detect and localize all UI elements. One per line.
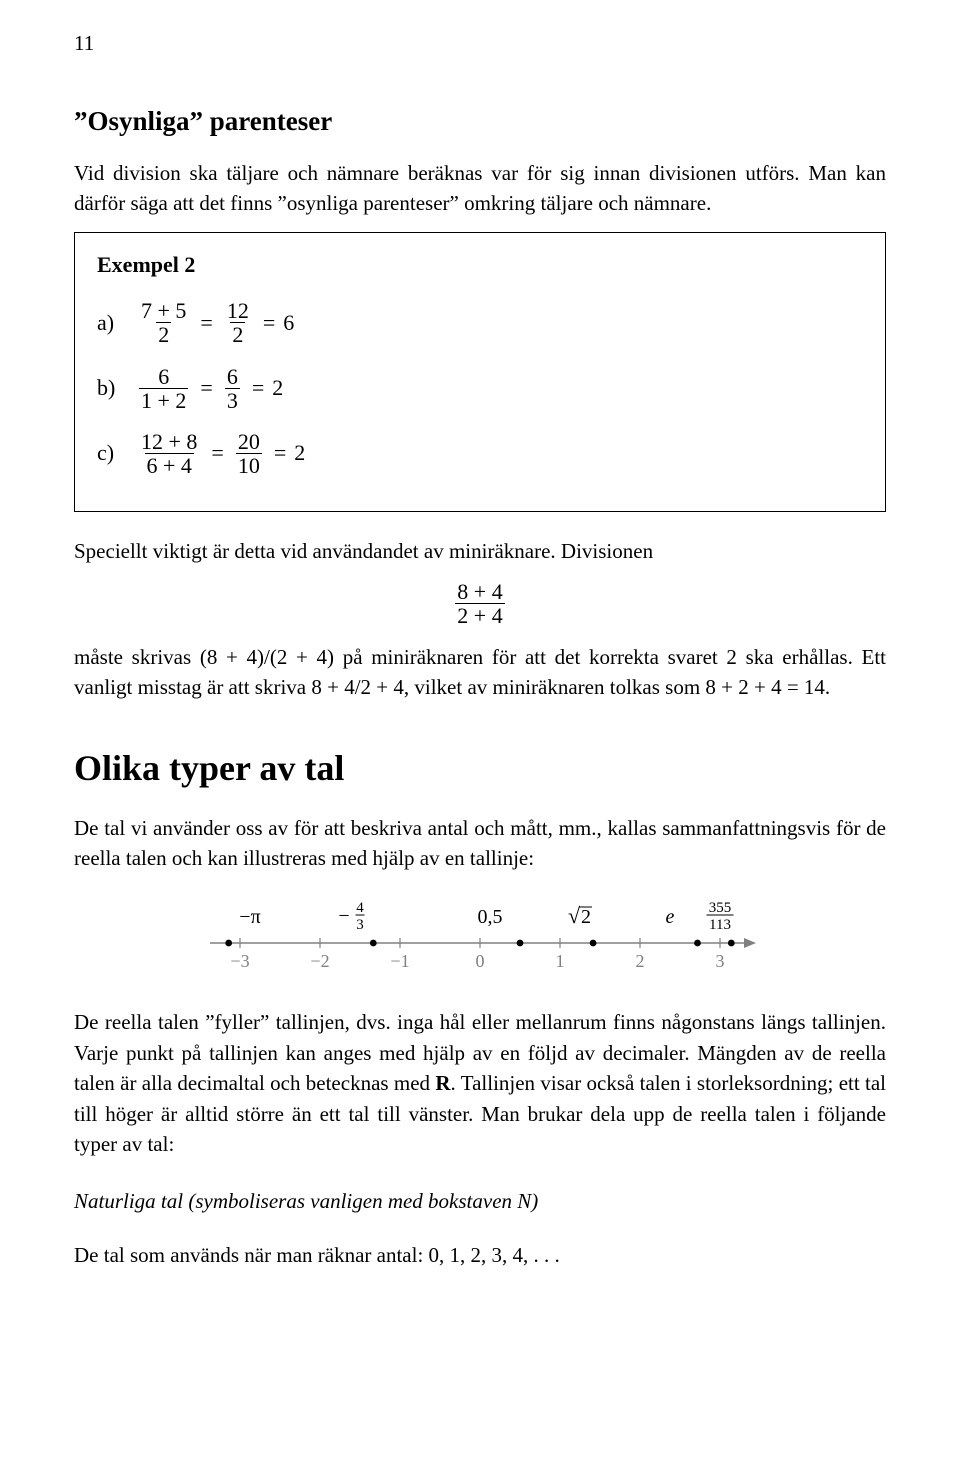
frac-num: 6: [156, 365, 171, 388]
page-number: 11: [74, 28, 886, 58]
svg-text:0: 0: [476, 951, 485, 971]
natural-heading: Naturliga tal (symboliseras vanligen med…: [74, 1186, 886, 1216]
svg-text:−3: −3: [230, 951, 249, 971]
section2-title: Olika typer av tal: [74, 742, 886, 794]
frac-den: 10: [236, 453, 262, 477]
example-row-b: b) 6 1 + 2 = 6 3 = 2: [97, 365, 863, 412]
example-label: b): [97, 372, 135, 404]
section2-para2: De reella talen ”fyller” tallinjen, dvs.…: [74, 1007, 886, 1159]
svg-text:355: 355: [709, 900, 732, 916]
example-row-a: a) 7 + 5 2 = 12 2 = 6: [97, 299, 863, 346]
frac-den: 2: [230, 322, 245, 346]
equals-sign: =: [200, 307, 212, 339]
example-result: 2: [272, 372, 283, 404]
frac-den: 1 + 2: [139, 388, 188, 412]
afterbox-para1: Speciellt viktigt är detta vid användand…: [74, 536, 886, 566]
svg-text:3: 3: [356, 917, 364, 933]
section1-para: Vid division ska täljare och nämnare ber…: [74, 158, 886, 219]
real-R: R: [435, 1071, 450, 1095]
section1-title: ”Osynliga” parenteser: [74, 102, 886, 141]
frac-den: 6 + 4: [145, 453, 194, 477]
frac-num: 6: [225, 365, 240, 388]
example-label: a): [97, 307, 135, 339]
svg-text:−2: −2: [310, 951, 329, 971]
svg-text:113: 113: [709, 917, 731, 933]
svg-text:2: 2: [581, 906, 591, 928]
example-label: c): [97, 437, 135, 469]
example-fraction: 20 10: [236, 430, 262, 477]
equals-sign: =: [274, 437, 286, 469]
example-fraction: 12 + 8 6 + 4: [139, 430, 199, 477]
equals-sign: =: [252, 372, 264, 404]
frac-num: 20: [236, 430, 262, 453]
example-row-c: c) 12 + 8 6 + 4 = 20 10 = 2: [97, 430, 863, 477]
frac-num: 12: [225, 299, 251, 322]
svg-text:0,5: 0,5: [478, 906, 503, 928]
natural-heading-text: Naturliga tal (symboliseras vanligen med…: [74, 1189, 538, 1213]
svg-text:e: e: [666, 906, 675, 928]
svg-text:1: 1: [556, 951, 565, 971]
number-line: −3−2−10123−π−430,5√2e355113: [200, 887, 760, 979]
example-heading: Exempel 2: [97, 249, 863, 281]
afterbox-para2: måste skrivas (8 + 4)/(2 + 4) på miniräk…: [74, 642, 886, 703]
frac-num: 12 + 8: [139, 430, 199, 453]
svg-text:3: 3: [716, 951, 725, 971]
example-fraction: 6 1 + 2: [139, 365, 188, 412]
section2-para1: De tal vi använder oss av för att beskri…: [74, 813, 886, 874]
svg-text:−: −: [338, 905, 349, 927]
svg-text:2: 2: [636, 951, 645, 971]
afterbox-fraction: 8 + 4 2 + 4: [74, 580, 886, 627]
example-result: 6: [283, 307, 294, 339]
svg-text:−π: −π: [239, 906, 260, 928]
svg-text:4: 4: [356, 900, 364, 916]
example-fraction: 6 3: [225, 365, 240, 412]
svg-text:−1: −1: [390, 951, 409, 971]
frac-den: 2: [156, 322, 171, 346]
frac-num: 8 + 4: [455, 580, 504, 603]
equals-sign: =: [263, 307, 275, 339]
frac-den: 2 + 4: [455, 603, 504, 627]
example-box: Exempel 2 a) 7 + 5 2 = 12 2 = 6 b) 6 1 +…: [74, 232, 886, 511]
frac-den: 3: [225, 388, 240, 412]
equals-sign: =: [211, 437, 223, 469]
natural-line: De tal som används när man räknar antal:…: [74, 1240, 886, 1270]
equals-sign: =: [200, 372, 212, 404]
example-fraction: 7 + 5 2: [139, 299, 188, 346]
frac-num: 7 + 5: [139, 299, 188, 322]
example-fraction: 12 2: [225, 299, 251, 346]
example-result: 2: [294, 437, 305, 469]
